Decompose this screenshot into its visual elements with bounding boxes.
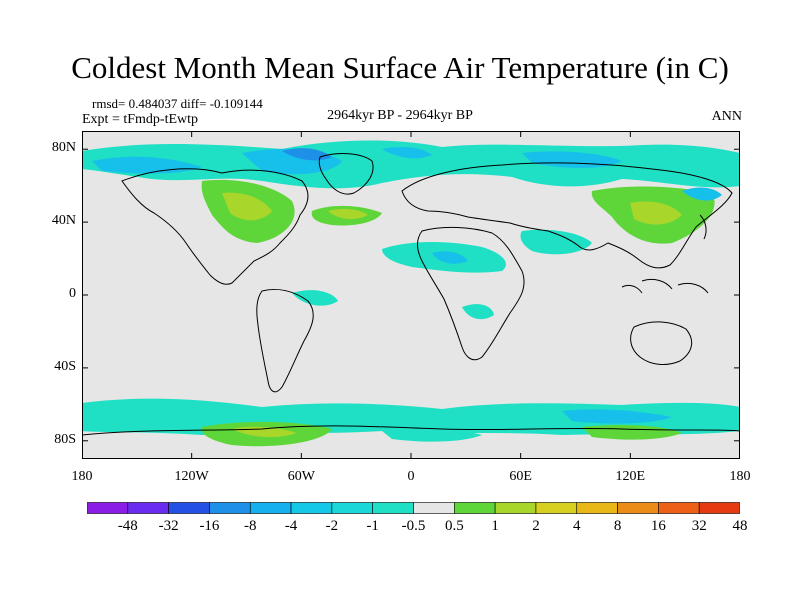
colorbar-label: 8 xyxy=(613,518,622,534)
colorbar-label: 0.5 xyxy=(444,518,464,534)
colorbar-swatch xyxy=(331,502,373,514)
coastline-antarctica xyxy=(82,425,740,436)
anomaly-region xyxy=(630,201,682,225)
colorbar-swatch xyxy=(698,502,740,514)
y-tick-label: 80N xyxy=(51,140,76,156)
season-label: ANN xyxy=(711,109,742,124)
anomaly-region xyxy=(562,409,672,424)
x-tick-label: 60W xyxy=(287,469,315,484)
colorbar-swatch xyxy=(87,502,129,514)
colorbar-swatch xyxy=(372,502,414,514)
colorbar-swatch xyxy=(127,502,169,514)
x-tick-label: 0 xyxy=(407,469,415,484)
colorbar-swatch xyxy=(290,502,333,514)
colorbar-label: -32 xyxy=(158,518,179,534)
period-label: 2964kyr BP - 2964kyr BP xyxy=(327,108,473,123)
colorbar-label: 16 xyxy=(650,518,666,534)
coastlines xyxy=(82,153,740,436)
coastline-eurasia xyxy=(401,162,733,269)
colorbar-swatch xyxy=(576,502,618,514)
coastline-greenland xyxy=(318,153,374,195)
colorbar-swatch xyxy=(209,502,251,514)
coastline-maritime-continent xyxy=(621,278,709,294)
colorbar-swatch xyxy=(617,502,659,514)
coastline-south-america xyxy=(256,288,314,393)
colorbar-label: 2 xyxy=(532,518,540,534)
anomaly-region xyxy=(328,208,368,220)
colorbar-label: -2 xyxy=(325,518,339,534)
x-tick-label: 60E xyxy=(509,469,532,484)
colorbar-swatch xyxy=(249,502,292,514)
colorbar-label: -16 xyxy=(199,518,220,534)
coastline-africa xyxy=(417,226,525,361)
coastline-australia xyxy=(630,321,693,365)
y-tick-label: 0 xyxy=(69,286,76,301)
colorbar-label: -8 xyxy=(244,518,257,534)
colorbar-label: 48 xyxy=(732,518,748,534)
colorbar-label: 32 xyxy=(691,518,707,534)
plot-title: Coldest Month Mean Surface Air Temperatu… xyxy=(71,50,729,85)
anomaly-region xyxy=(520,229,592,255)
anomaly-region xyxy=(222,192,272,221)
colorbar xyxy=(87,502,740,514)
colorbar-swatch xyxy=(494,502,537,514)
anomaly-region xyxy=(462,304,494,320)
anomaly-region xyxy=(382,147,432,159)
colorbar-swatch xyxy=(658,502,700,514)
axis-ticks xyxy=(82,131,740,459)
colorbar-swatch xyxy=(454,502,496,514)
anomaly-region xyxy=(292,290,338,306)
colorbar-swatch xyxy=(535,502,578,514)
y-tick-label: 40S xyxy=(54,358,76,374)
anomaly-region xyxy=(432,251,468,264)
stats-label: rmsd= 0.484037 diff= -0.109144 xyxy=(92,96,263,111)
experiment-label: Expt = tFmdp-tEwtp xyxy=(82,112,199,127)
x-tick-label: 120E xyxy=(615,469,646,484)
y-tick-label: 80S xyxy=(54,431,76,447)
y-tick-label: 40N xyxy=(51,213,76,229)
x-tick-label: 180 xyxy=(71,469,93,484)
coastline-japan xyxy=(699,214,707,240)
colorbar-label: -48 xyxy=(117,518,138,534)
x-tick-label: 180 xyxy=(729,469,751,484)
colorbar-label: -4 xyxy=(284,518,298,534)
coastline-north-america xyxy=(121,168,309,285)
colorbar-label: -0.5 xyxy=(401,518,426,534)
colorbar-label: 4 xyxy=(573,518,581,534)
anomaly-region xyxy=(382,428,482,442)
colorbar-swatch xyxy=(413,502,455,514)
colorbar-label: -1 xyxy=(366,518,379,534)
colorbar-label: 1 xyxy=(491,518,499,534)
colorbar-swatch xyxy=(168,502,210,514)
temperature-anomaly-map xyxy=(82,131,740,459)
anomaly-region xyxy=(682,187,722,201)
x-tick-label: 120W xyxy=(174,469,209,484)
